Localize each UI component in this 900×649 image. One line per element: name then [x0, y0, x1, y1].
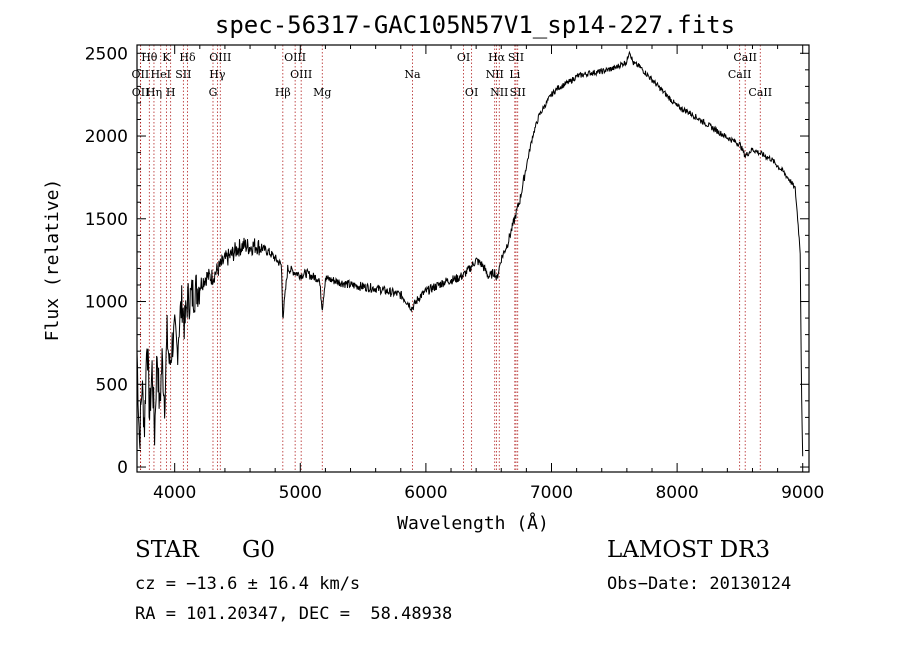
- line-label: K: [162, 51, 171, 64]
- x-tick-label: 8000: [655, 483, 698, 503]
- chart-title: spec-56317-GAC105N57V1_sp14-227.fits: [215, 11, 735, 39]
- line-label: H: [166, 86, 176, 99]
- line-label: Hθ: [141, 51, 158, 64]
- x-axis-label: Wavelength (Å): [397, 512, 549, 534]
- line-label: Hγ: [209, 68, 226, 81]
- line-label: Na: [404, 68, 421, 81]
- subclass: G0: [242, 537, 276, 563]
- survey-name: LAMOST DR3: [607, 537, 771, 563]
- plot-frame: [136, 44, 810, 473]
- line-label: CaII: [728, 68, 752, 81]
- x-tick-label: 4000: [153, 483, 196, 503]
- line-label: NII: [490, 86, 508, 99]
- y-axis-label: Flux (relative): [42, 179, 63, 342]
- line-label: OII: [132, 68, 150, 81]
- line-label: HeI: [151, 68, 171, 81]
- y-tick-label: 2500: [85, 44, 128, 64]
- line-label: OI: [457, 51, 470, 64]
- line-label: Mg: [313, 86, 331, 99]
- line-label: Hη: [146, 86, 162, 99]
- redshift-cz: cz = −13.6 ± 16.4 km/s: [135, 574, 361, 594]
- line-label: Hα: [488, 51, 506, 64]
- line-label: Hβ: [275, 86, 291, 99]
- y-tick-label: 0: [117, 458, 128, 478]
- line-label: SII: [175, 68, 191, 81]
- coordinates: RA = 101.20347, DEC = 58.48938: [135, 604, 453, 624]
- line-label: G: [209, 86, 218, 99]
- line-label: OIII: [209, 51, 231, 64]
- line-label: Li: [509, 68, 520, 81]
- x-tick-label: 5000: [279, 483, 322, 503]
- y-tick-label: 2000: [85, 127, 128, 147]
- y-tick-label: 1500: [85, 210, 128, 230]
- line-label: OI: [465, 86, 478, 99]
- observation-date: Obs−Date: 20130124: [607, 574, 792, 594]
- line-label: CaII: [733, 51, 757, 64]
- line-label: Hδ: [179, 51, 196, 64]
- object-class: STAR: [135, 537, 199, 563]
- x-tick-label: 9000: [781, 483, 824, 503]
- x-tick-label: 6000: [404, 483, 447, 503]
- spectrum-series: [136, 50, 804, 457]
- line-label: SII: [510, 86, 526, 99]
- line-label: OIII: [290, 68, 312, 81]
- line-label: OII: [132, 86, 150, 99]
- line-label: CaII: [748, 86, 772, 99]
- line-label: SII: [508, 51, 524, 64]
- y-tick-label: 1000: [85, 293, 128, 313]
- line-label: OIII: [284, 51, 306, 64]
- x-tick-label: 7000: [530, 483, 573, 503]
- y-tick-label: 500: [96, 375, 128, 395]
- line-label: NII: [486, 68, 504, 81]
